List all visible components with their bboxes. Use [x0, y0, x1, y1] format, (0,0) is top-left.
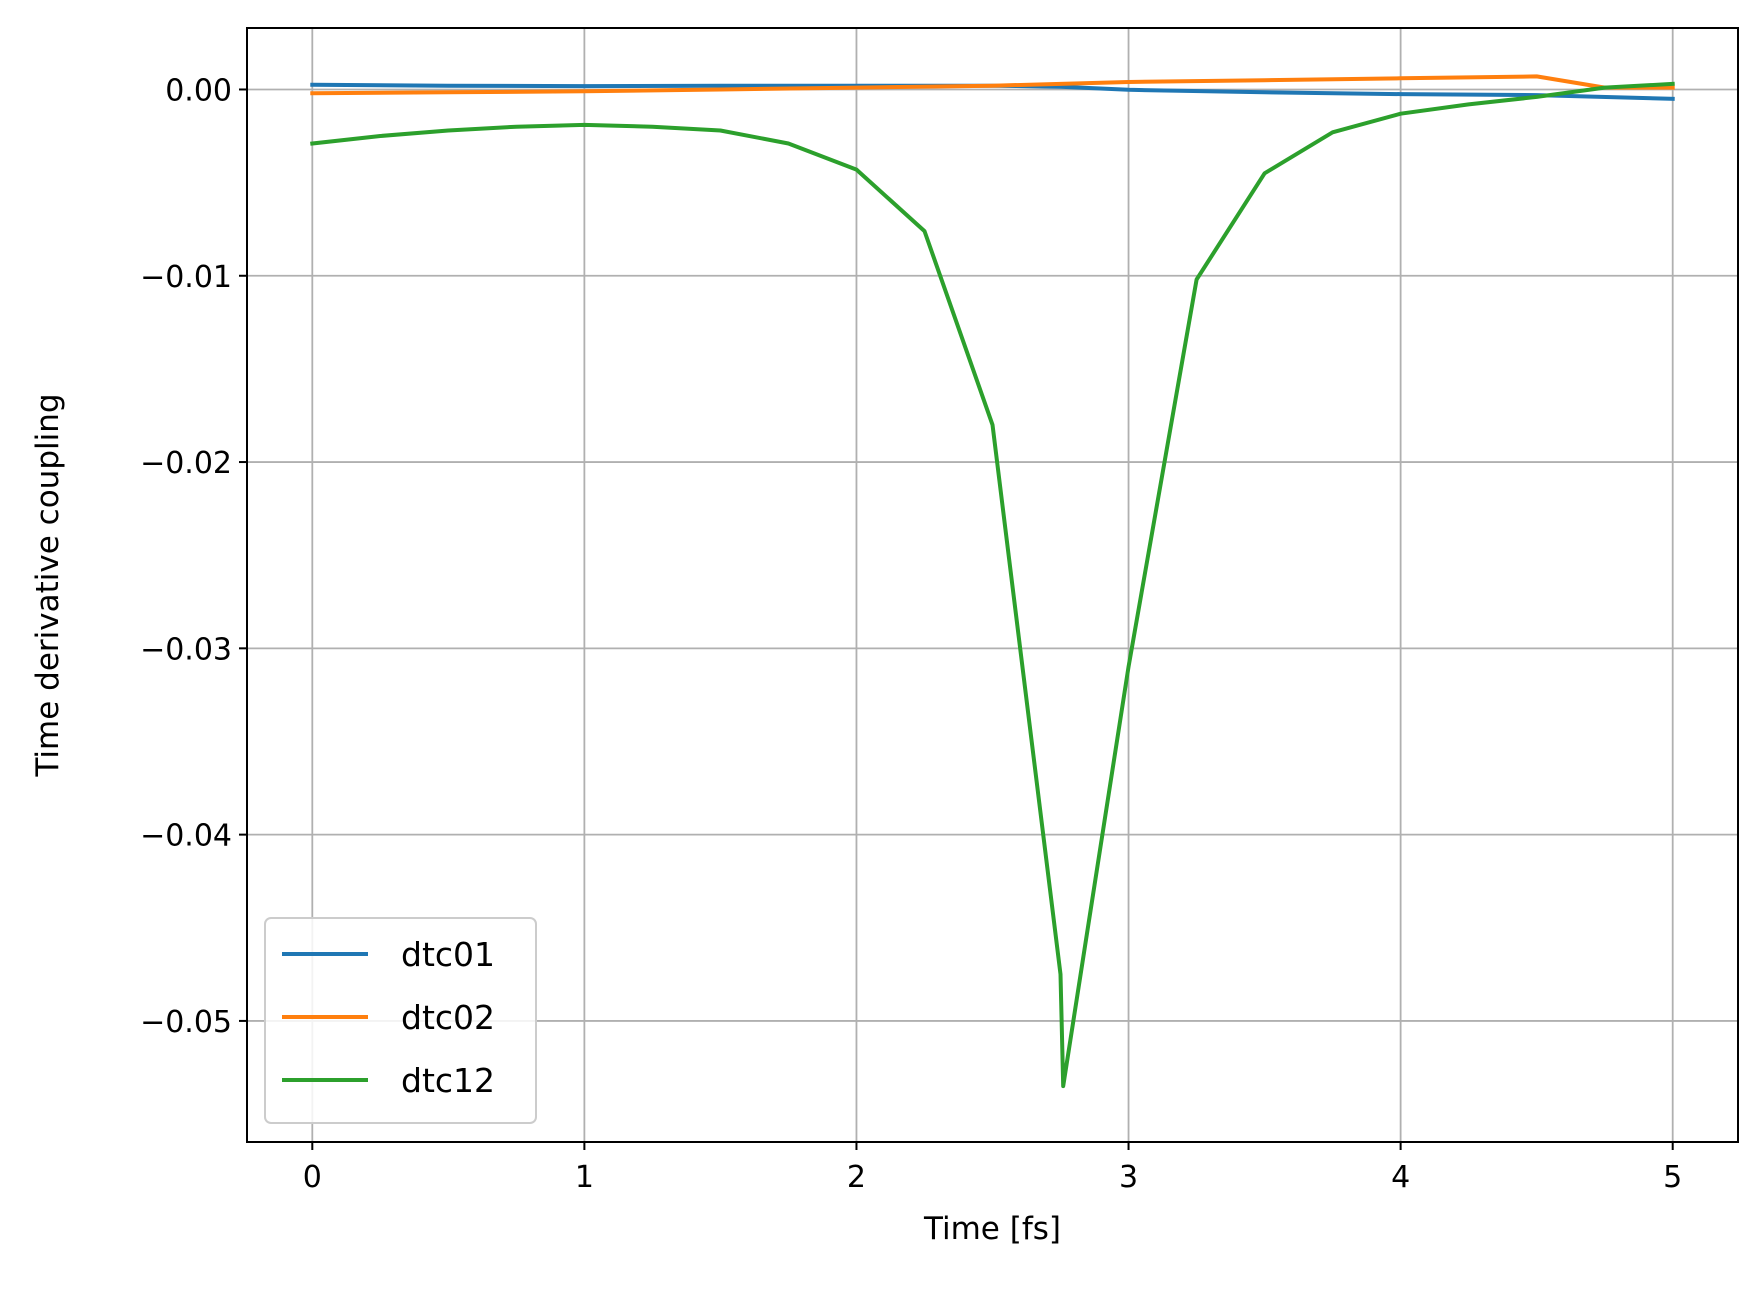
legend-label-dtc12: dtc12 [401, 1061, 495, 1100]
plot-frame [246, 27, 1739, 1143]
y-tick-label: 0.00 [165, 73, 232, 108]
y-tick-label: −0.01 [140, 260, 232, 295]
y-axis-ticks: 0.00 −0.01 −0.02 −0.03 −0.04 −0.05 [140, 73, 247, 1040]
series-line-dtc02 [310, 74, 1675, 96]
x-tick-label: 4 [1391, 1160, 1410, 1195]
legend-label-dtc02: dtc02 [401, 998, 495, 1037]
x-tick-label: 1 [575, 1160, 594, 1195]
y-axis-label: Time derivative coupling [30, 393, 66, 777]
x-tick-label: 0 [303, 1160, 322, 1195]
x-tick-label: 3 [1119, 1160, 1138, 1195]
legend-box [264, 917, 537, 1124]
series-line-dtc12 [310, 81, 1675, 1089]
x-axis-ticks: 0 1 2 3 4 5 [303, 1142, 1682, 1195]
legend-label-dtc01: dtc01 [401, 935, 495, 974]
series-lines [310, 74, 1675, 1089]
x-axis-label: Time [fs] [923, 1211, 1061, 1247]
y-tick-label: −0.05 [140, 1005, 232, 1040]
y-tick-label: −0.02 [140, 446, 232, 481]
x-tick-label: 2 [847, 1160, 866, 1195]
y-tick-label: −0.03 [140, 632, 232, 667]
y-tick-label: −0.04 [140, 819, 232, 854]
legend: dtc01 dtc02 dtc12 [264, 917, 537, 1124]
x-tick-label: 5 [1663, 1160, 1682, 1195]
